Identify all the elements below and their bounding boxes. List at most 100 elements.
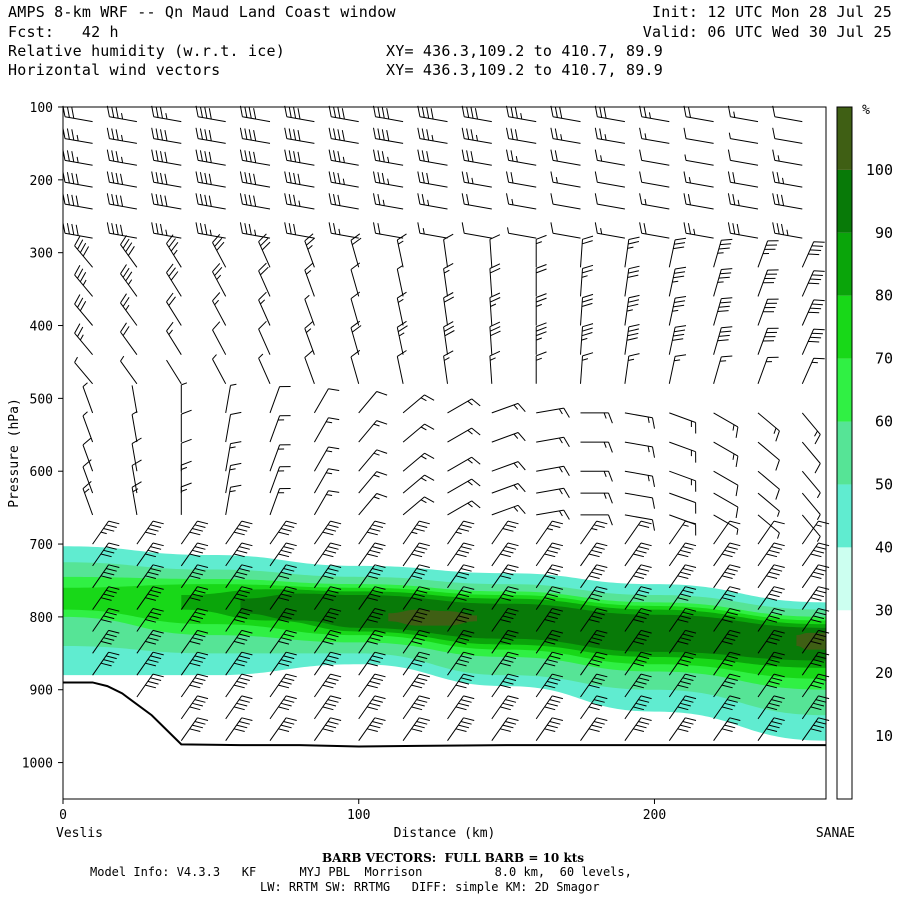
wind-barb-path [239,127,271,144]
wind-barb [491,651,519,676]
wind-barb-path [402,520,430,545]
colorbar-tick-label: 100 [866,161,893,179]
wind-barb-path [358,608,386,632]
wind-barb-path [225,564,253,589]
wind-barb-path [417,149,448,166]
wind-barb-path [269,695,297,720]
wind-barb [313,388,340,414]
wind-barb [594,127,625,144]
wind-barb [258,262,271,297]
wind-barb-path [491,520,519,545]
wind-barb [461,222,492,239]
wind-barb-path [580,608,608,632]
wind-barb [668,717,697,741]
wind-barb [447,717,475,741]
wind-barb [269,608,297,632]
wind-barb-path [402,608,430,632]
wind-barb-path [313,717,342,741]
wind-barb-path [535,322,547,355]
wind-barb [402,520,430,545]
wind-barb-path [535,351,547,384]
wind-barb [772,105,803,123]
wind-barb [166,321,182,355]
wind-barb [624,608,652,632]
wind-barb-layer [62,105,830,741]
wind-barb [757,586,785,610]
x-start-location-label: Veslis [56,826,103,841]
wind-barb [136,586,164,610]
wind-barb-path [120,293,138,326]
wind-barb-path [801,514,821,542]
wind-barb [328,222,359,239]
wind-barb-path [313,586,342,610]
wind-barb [136,542,164,567]
wind-barb [491,461,526,472]
wind-barb [580,651,608,676]
wind-barb [772,149,803,166]
wind-barb [757,520,785,545]
wind-barb [535,322,547,355]
wind-barb [506,127,537,144]
wind-barb-path [180,542,209,567]
wind-barb-path [624,564,652,589]
wind-barb-path [713,586,741,610]
wind-barb [120,355,138,385]
wind-barb-path [713,651,741,676]
y-tick-label: 900 [30,684,53,699]
wind-barb [443,350,454,384]
wind-barb [358,564,386,589]
wind-barb-path [358,471,388,494]
wind-barb [757,441,780,471]
wind-barb-path [624,294,640,326]
wind-barb-path [373,127,404,144]
wind-barb [195,105,226,123]
valid-time: Valid: 06 UTC Wed 30 Jul 25 [642,23,892,41]
wind-barb-path [402,474,435,494]
wind-barb-path [713,268,733,297]
wind-barb-path [136,651,164,676]
wind-barb [350,349,361,384]
wind-barb [668,586,697,610]
wind-barb-path [358,629,386,654]
wind-barb [269,542,297,567]
wind-barb [373,193,404,210]
wind-barb [62,127,93,144]
wind-barb [328,127,359,144]
x-tick-label: 100 [347,808,370,823]
wind-barb [284,127,315,144]
wind-barb [757,673,785,698]
wind-barb-path [328,171,359,188]
wind-barb [131,410,138,443]
wind-barb [92,542,120,567]
wind-barb-path [580,695,608,720]
wind-barb-path [550,222,581,239]
wind-barb-path [313,673,342,698]
wind-barb [535,717,564,741]
wind-barb-path [136,586,164,610]
wind-barb [713,514,739,535]
wind-barb-path [683,171,714,188]
wind-barb-path [728,132,759,144]
y-tick-label: 300 [30,247,53,262]
wind-barb-path [151,105,182,123]
wind-barb-path [195,105,226,123]
wind-barb [284,149,315,166]
wind-barb-path [491,564,519,589]
terrain-layer [63,681,826,799]
wind-barb-path [131,481,142,515]
wind-barb-path [535,651,564,676]
wind-barb-path [624,542,652,567]
wind-barb-path [239,105,271,123]
wind-barb [328,149,359,166]
y-tick-label: 400 [30,320,53,335]
wind-barb [120,293,138,326]
wind-barb-path [328,222,359,239]
wind-barb-path [668,564,697,589]
wind-barb-path [757,586,785,610]
wind-barb-path [550,193,581,210]
wind-barb-path [506,105,537,123]
cross-section-coords-1: XY= 436.3,109.2 to 410.7, 89.9 [386,42,663,60]
wind-barb [713,542,741,567]
wind-barb-path [624,265,640,297]
wind-barb [580,323,594,355]
